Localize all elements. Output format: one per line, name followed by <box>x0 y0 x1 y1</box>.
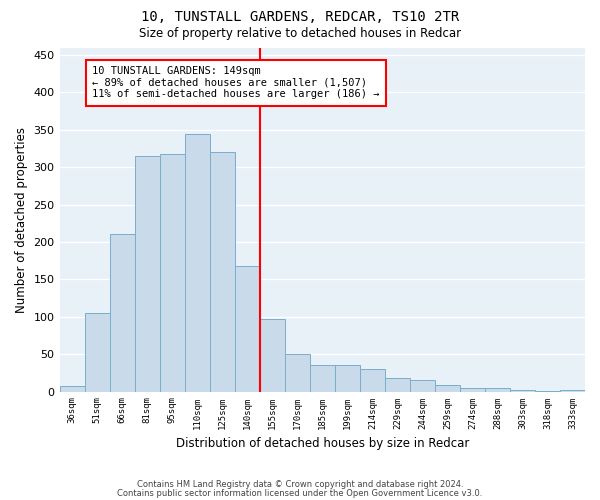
Bar <box>560 390 585 392</box>
Bar <box>385 378 410 392</box>
Bar <box>360 369 385 392</box>
Bar <box>460 388 485 392</box>
Bar <box>85 313 110 392</box>
Bar <box>110 234 134 392</box>
Bar <box>59 386 85 392</box>
Text: Contains HM Land Registry data © Crown copyright and database right 2024.: Contains HM Land Registry data © Crown c… <box>137 480 463 489</box>
Bar <box>260 319 285 392</box>
Bar <box>209 152 235 392</box>
Bar <box>235 266 260 392</box>
Bar <box>134 156 160 392</box>
Bar <box>310 364 335 392</box>
Bar <box>410 380 435 392</box>
Bar <box>160 154 185 392</box>
Bar <box>510 390 535 392</box>
Bar <box>335 366 360 392</box>
Bar <box>185 134 209 392</box>
Bar <box>485 388 510 392</box>
Y-axis label: Number of detached properties: Number of detached properties <box>15 126 28 312</box>
Bar <box>435 385 460 392</box>
Bar <box>535 391 560 392</box>
Text: Contains public sector information licensed under the Open Government Licence v3: Contains public sector information licen… <box>118 489 482 498</box>
X-axis label: Distribution of detached houses by size in Redcar: Distribution of detached houses by size … <box>176 437 469 450</box>
Text: 10 TUNSTALL GARDENS: 149sqm
← 89% of detached houses are smaller (1,507)
11% of : 10 TUNSTALL GARDENS: 149sqm ← 89% of det… <box>92 66 380 100</box>
Bar <box>285 354 310 392</box>
Text: 10, TUNSTALL GARDENS, REDCAR, TS10 2TR: 10, TUNSTALL GARDENS, REDCAR, TS10 2TR <box>141 10 459 24</box>
Text: Size of property relative to detached houses in Redcar: Size of property relative to detached ho… <box>139 28 461 40</box>
